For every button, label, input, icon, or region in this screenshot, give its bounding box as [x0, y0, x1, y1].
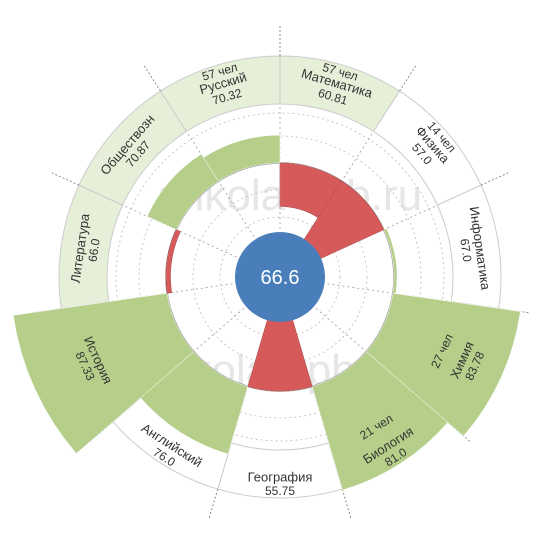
bar-outline-8 [165, 229, 181, 294]
center: 66.6 [235, 232, 325, 322]
center-value: 66.6 [261, 267, 300, 289]
score-bars [12, 134, 521, 491]
bar-3 [365, 292, 521, 437]
bar-2 [383, 228, 398, 294]
bar-7 [12, 292, 195, 454]
label-band-10 [159, 55, 281, 133]
spoke-7 [150, 308, 244, 390]
spoke-3 [327, 283, 450, 302]
spoke-outer-1 [399, 65, 417, 92]
spoke-10 [187, 132, 255, 237]
center-disc [235, 232, 325, 322]
bar-4 [311, 351, 449, 491]
sector-score-8: 66.0 [85, 237, 102, 262]
spoke-outer-5 [341, 488, 352, 518]
grid-circle-2 [138, 135, 422, 419]
label-bands [58, 55, 502, 499]
sector-subject-5: География [248, 469, 313, 484]
spoke-outer-6 [208, 488, 219, 518]
grid-circle-0 [219, 216, 341, 338]
bar-10 [202, 134, 281, 182]
spoke-outer-9 [51, 172, 80, 186]
sector-score-2: 67.0 [457, 238, 474, 263]
grid-circle-3 [115, 112, 445, 442]
spoke-4 [316, 308, 410, 390]
bar-8 [165, 229, 181, 294]
sector-score-5: 55.75 [265, 484, 295, 498]
spoke-outer-2 [480, 172, 509, 186]
spoke-outer-10 [143, 65, 161, 92]
